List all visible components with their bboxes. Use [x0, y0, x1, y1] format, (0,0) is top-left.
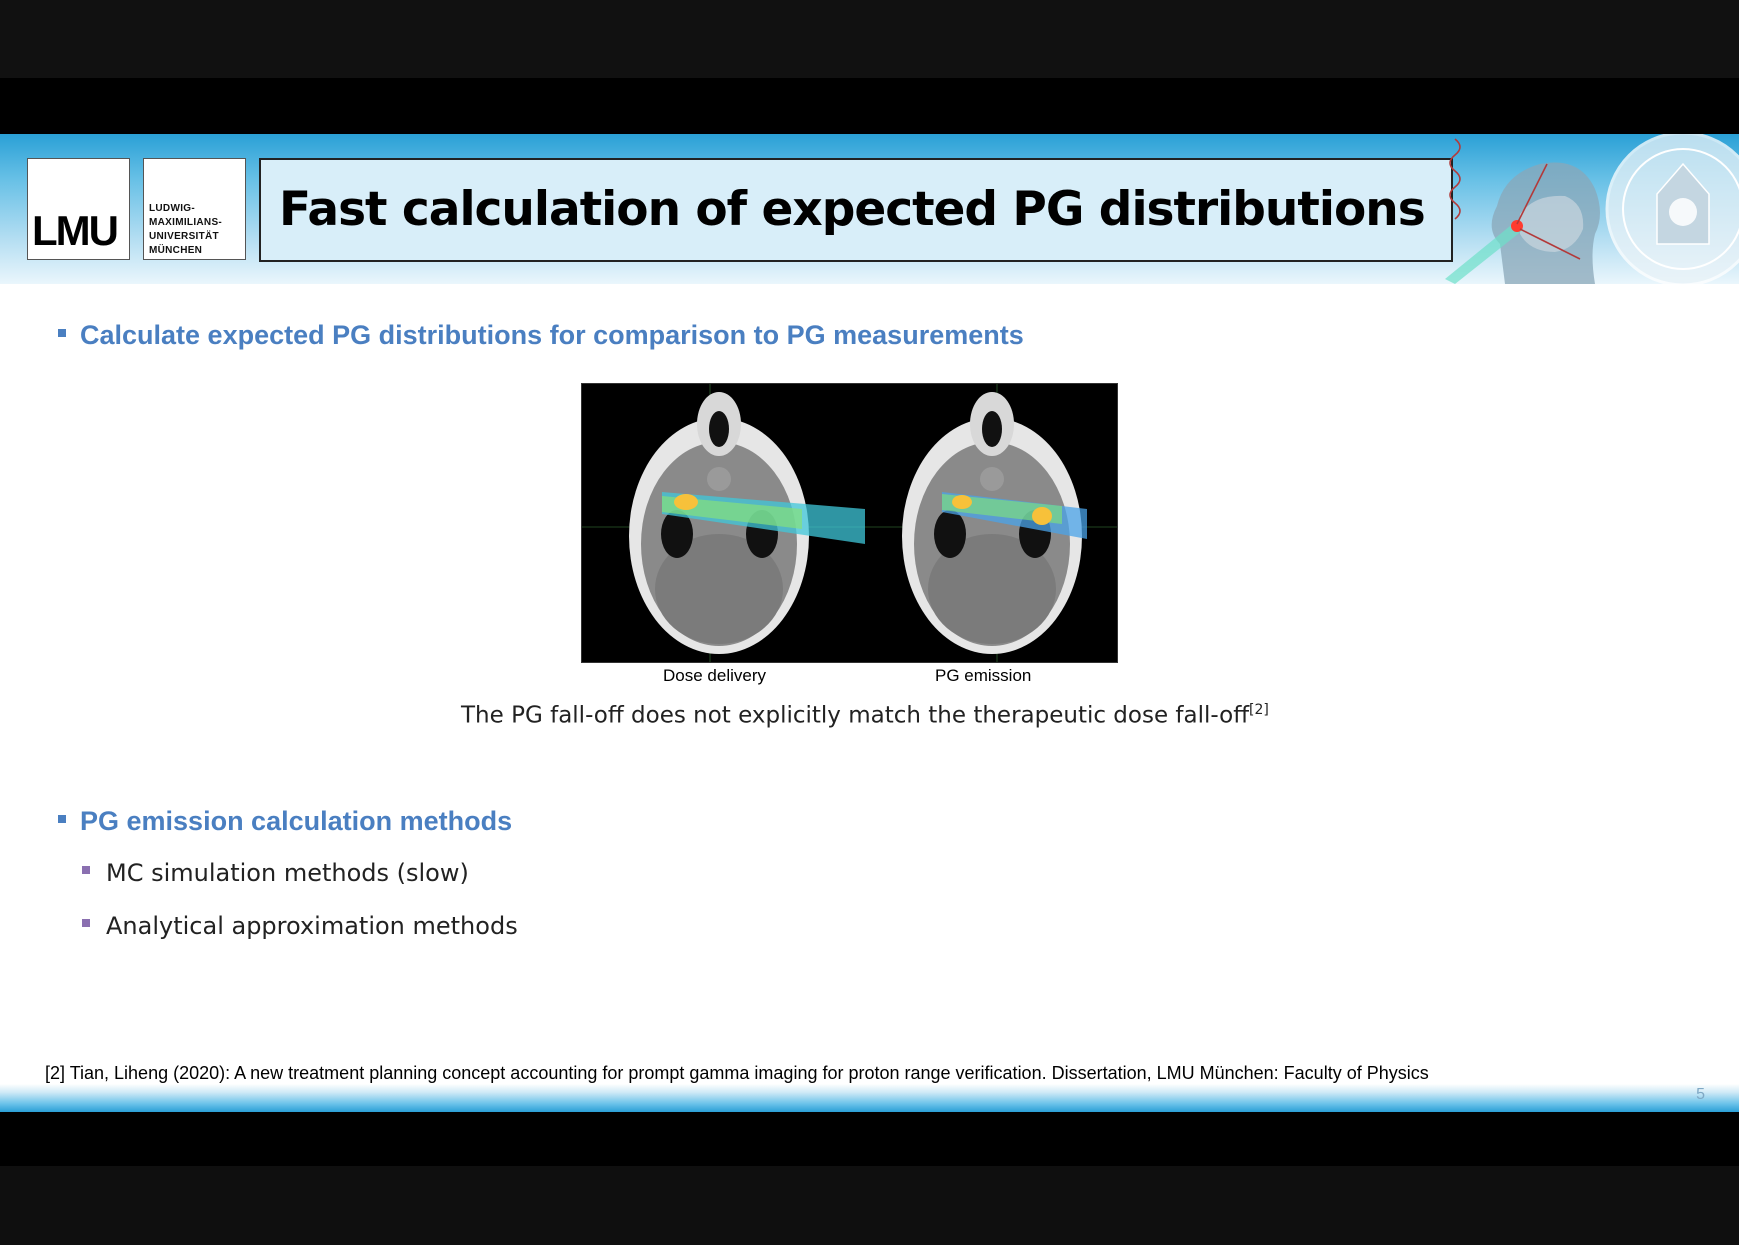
slide-title: Fast calculation of expected PG distribu…: [279, 182, 1426, 237]
bullet-text: PG emission calculation methods: [80, 806, 513, 836]
page-number: 5: [1696, 1086, 1705, 1103]
ct-scan-figure: [581, 383, 1118, 663]
slide: LMU LUDWIG- MAXIMILIANS- UNIVERSITÄT MÜN…: [0, 134, 1739, 1112]
figure-caption-pg: PG emission: [935, 666, 1032, 685]
university-line: MÜNCHEN: [149, 245, 203, 256]
bullet-text: Calculate expected PG distributions for …: [80, 320, 1024, 350]
sub-bullet-marker: [82, 866, 90, 874]
bullet-expected-pg: Calculate expected PG distributions for …: [58, 320, 1024, 351]
bullet-marker: [58, 814, 66, 823]
video-top-band: [0, 0, 1739, 78]
head-silhouette-icon: [1491, 162, 1600, 284]
sub-item-analytical: Analytical approximation methods: [82, 912, 518, 940]
sub-item-mc: MC simulation methods (slow): [82, 859, 469, 887]
figure-note: The PG fall-off does not explicitly matc…: [461, 702, 1269, 729]
figure-caption-dose: Dose delivery: [663, 666, 766, 685]
citation-ref: [2]: [1249, 702, 1269, 718]
university-seal-icon: [1605, 134, 1739, 284]
university-line: MAXIMILIANS-: [149, 217, 223, 228]
slide-header: LMU LUDWIG- MAXIMILIANS- UNIVERSITÄT MÜN…: [0, 134, 1739, 284]
reference-footnote: [2] Tian, Liheng (2020): A new treatment…: [45, 1063, 1429, 1083]
video-bottom-band: [0, 1166, 1739, 1245]
ct-slice-right-image: [902, 392, 1087, 654]
sub-item-text: Analytical approximation methods: [106, 912, 518, 940]
sub-item-text: MC simulation methods (slow): [106, 859, 469, 887]
university-line: LUDWIG-: [149, 203, 195, 214]
university-line: UNIVERSITÄT: [149, 231, 219, 242]
lmu-logo: LMU: [27, 158, 130, 260]
gamma-wave-icon: [1449, 138, 1581, 260]
letterbox-bottom: [0, 1112, 1739, 1166]
bullet-marker: [58, 328, 66, 337]
figure-note-text: The PG fall-off does not explicitly matc…: [461, 702, 1250, 729]
letterbox-top: [0, 78, 1739, 134]
lmu-logo-text: LMU: [32, 207, 119, 254]
footer-bar: [0, 1084, 1739, 1112]
title-box: Fast calculation of expected PG distribu…: [259, 158, 1453, 262]
ct-slice-left-image: [629, 392, 865, 654]
university-name-box: LUDWIG- MAXIMILIANS- UNIVERSITÄT MÜNCHEN: [143, 158, 246, 260]
bullet-pg-methods: PG emission calculation methods: [58, 806, 512, 837]
sub-bullet-marker: [82, 919, 90, 927]
header-decoration-graphic: [1445, 134, 1739, 284]
